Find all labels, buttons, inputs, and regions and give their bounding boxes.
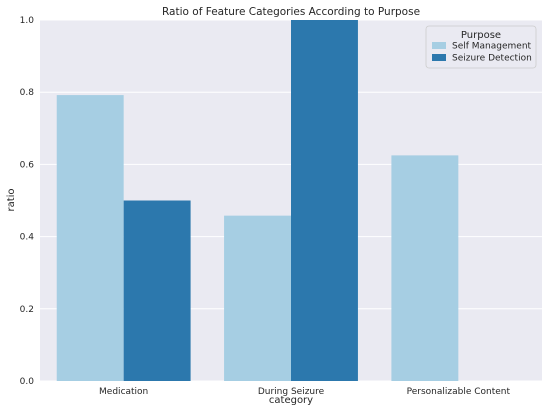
y-tick-labels: 0.0 0.2 0.4 0.6 0.8 1.0 [20,16,35,387]
bar-1-1 [291,20,358,381]
chart-title: Ratio of Feature Categories According to… [162,6,420,18]
legend: Purpose Self Management Seizure Detection [425,25,537,69]
y-axis-label: ratio [6,188,17,211]
legend-box [425,25,537,69]
x-tick-label-0: Medication [99,387,148,397]
y-tick-label-4: 0.8 [20,88,35,98]
bar-2-0 [391,155,459,381]
legend-swatch-1 [432,54,446,61]
bar-0-1 [123,200,191,381]
y-tick-label-1: 0.2 [20,305,34,315]
y-tick-label-5: 1.0 [20,16,35,26]
legend-swatch-0 [432,42,446,49]
legend-label-0: Self Management [452,42,532,52]
y-tick-label-0: 0.0 [20,377,35,387]
legend-label-1: Seizure Detection [452,54,532,64]
x-axis-label: category [269,395,313,406]
y-tick-label-3: 0.6 [20,160,35,170]
bar-0-0 [56,95,124,381]
bar-1-0 [224,215,291,381]
x-tick-labels: Medication During Seizure Personalizable C… [99,387,510,397]
x-tick-label-2: Personalizable Content [407,387,511,397]
x-tick-label-1: During Seizure [258,387,325,397]
bars [56,20,459,381]
y-tick-label-2: 0.4 [20,233,35,243]
legend-title: Purpose [461,30,501,41]
